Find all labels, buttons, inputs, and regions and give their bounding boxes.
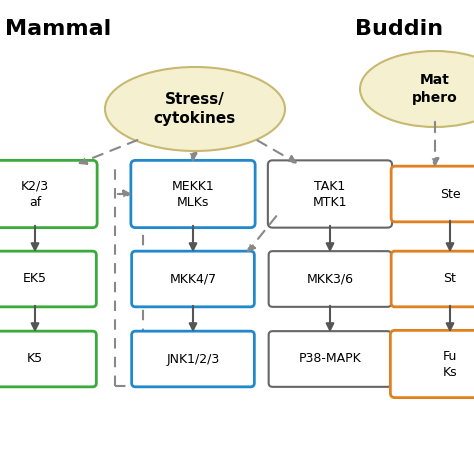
- Text: Fu
Ks: Fu Ks: [443, 349, 457, 379]
- FancyBboxPatch shape: [269, 331, 392, 387]
- Text: K5: K5: [27, 353, 43, 365]
- Text: Ste: Ste: [440, 188, 460, 201]
- Text: JNK1/2/3: JNK1/2/3: [166, 353, 219, 365]
- Ellipse shape: [360, 51, 474, 127]
- FancyBboxPatch shape: [0, 331, 96, 387]
- FancyBboxPatch shape: [391, 166, 474, 222]
- Text: Buddin: Buddin: [355, 19, 443, 39]
- Text: EK5: EK5: [23, 273, 47, 285]
- FancyBboxPatch shape: [131, 160, 255, 228]
- Text: Stress/
cytokines: Stress/ cytokines: [154, 92, 236, 126]
- FancyBboxPatch shape: [269, 251, 392, 307]
- FancyBboxPatch shape: [132, 251, 255, 307]
- Text: Mat
phero: Mat phero: [412, 73, 458, 105]
- FancyBboxPatch shape: [0, 251, 96, 307]
- FancyBboxPatch shape: [391, 330, 474, 398]
- Text: P38-MAPK: P38-MAPK: [299, 353, 361, 365]
- Text: MKK3/6: MKK3/6: [307, 273, 354, 285]
- FancyBboxPatch shape: [268, 160, 392, 228]
- Text: St: St: [444, 273, 456, 285]
- FancyBboxPatch shape: [132, 331, 255, 387]
- FancyBboxPatch shape: [391, 251, 474, 307]
- Text: K2/3
af: K2/3 af: [21, 180, 49, 209]
- Text: MKK4/7: MKK4/7: [169, 273, 217, 285]
- Text: MEKK1
MLKs: MEKK1 MLKs: [172, 180, 214, 209]
- Text: Mammal: Mammal: [5, 19, 111, 39]
- Ellipse shape: [105, 67, 285, 151]
- Text: TAK1
MTK1: TAK1 MTK1: [313, 180, 347, 209]
- FancyBboxPatch shape: [0, 160, 97, 228]
